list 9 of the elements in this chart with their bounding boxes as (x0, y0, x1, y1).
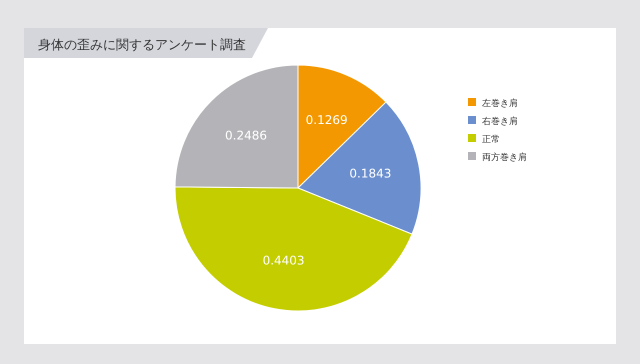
legend-label: 両方巻き肩 (482, 152, 527, 163)
legend-label: 左巻き肩 (482, 98, 518, 109)
data-label: 0.4403 (262, 253, 305, 268)
data-label: 0.1843 (349, 166, 392, 181)
chart-title: 身体の歪みに関するアンケート調査 (38, 38, 246, 53)
legend-label: 正常 (482, 134, 500, 145)
legend-label: 右巻き肩 (482, 116, 518, 127)
data-label: 0.1269 (306, 112, 348, 127)
data-label: 0.2486 (225, 128, 268, 143)
